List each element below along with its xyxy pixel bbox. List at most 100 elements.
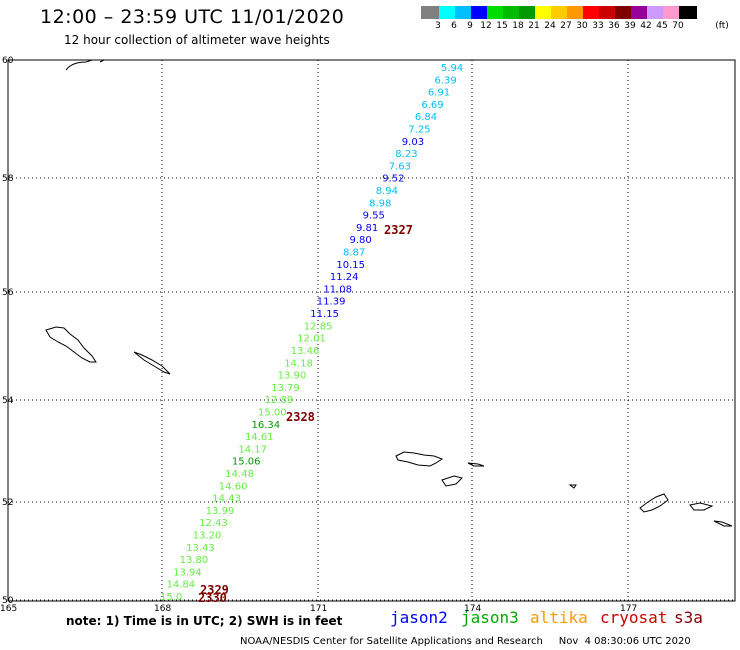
wave-height-value: 6.91 — [428, 88, 450, 99]
wave-height-value: 12.85 — [304, 321, 333, 332]
coastline-pribilof-st-george — [133, 351, 171, 375]
wave-height-value: 16.34 — [252, 420, 281, 431]
coastline-aleutian-islands-5 — [639, 493, 669, 513]
legend-label: 27 — [560, 21, 572, 31]
wave-height-value: 9.03 — [402, 137, 424, 148]
legend-swatch — [615, 6, 631, 19]
wave-height-value: 12.89 — [265, 395, 294, 406]
wave-height-value: 13.20 — [193, 531, 222, 542]
legend-swatch — [567, 6, 583, 19]
coastlines — [45, 59, 733, 527]
legend-swatch — [487, 6, 503, 19]
legend-swatch — [535, 6, 551, 19]
longitude-label: 171 — [310, 604, 327, 614]
legend-labels: 3 6 9 12 15 18 21 24 27 30 33 36 39 42 45 70 (ft) — [421, 19, 729, 33]
wave-height-value: 14.84 — [167, 580, 196, 591]
wave-height-value: 8.98 — [369, 198, 391, 209]
wave-height-value: 8.87 — [343, 248, 365, 259]
pass-number-2330: 2330 — [198, 591, 227, 605]
wave-height-value: 10.15 — [336, 260, 365, 271]
coastline-aleutian-islands-2 — [441, 475, 463, 487]
legend-label: 18 — [512, 21, 524, 31]
legend-label: 70 — [672, 21, 684, 31]
coastline-aleutian-islands-6 — [689, 502, 714, 511]
wave-height-value: 15.06 — [232, 457, 261, 468]
graticule: 605856545250165168171174177 — [0, 56, 735, 614]
pass-number-2329: 2329 — [200, 583, 229, 597]
satellite-pass-labels: 2327 2328 2329 2330 — [198, 223, 413, 605]
legend-label: 6 — [451, 21, 457, 31]
wave-height-value: 13.80 — [180, 555, 209, 566]
legend-label: 42 — [640, 21, 652, 31]
wave-height-value: 6.84 — [415, 112, 437, 123]
latitude-label: 52 — [2, 498, 13, 508]
wave-height-value: 11.39 — [317, 297, 346, 308]
longitude-label: 168 — [154, 604, 171, 614]
legend-swatch — [679, 6, 697, 19]
legend-swatch — [599, 6, 615, 19]
wave-height-value: 14.43 — [212, 494, 241, 505]
legend-swatch — [519, 6, 535, 19]
wave-height-track: 5.946.39 6.916.696.84 7.259.038.237.63 9.52… — [160, 63, 463, 603]
legend-swatch — [583, 6, 599, 19]
legend-label: (ft) — [715, 21, 729, 31]
footnote: note: 1) Time is in UTC; 2) SWH is in fe… — [66, 614, 343, 628]
wave-height-value: 6.69 — [421, 100, 443, 111]
legend-label: 24 — [544, 21, 556, 31]
legend-label: 39 — [624, 21, 636, 31]
wave-height-value: 9.81 — [356, 223, 378, 234]
wave-height-value: 9.80 — [350, 235, 372, 246]
wave-height-value: 13.79 — [271, 383, 300, 394]
legend-cryosat: cryosat — [600, 608, 668, 627]
longitude-label: 165 — [0, 604, 17, 614]
wave-height-value: 9.52 — [382, 174, 404, 185]
wave-height-value: 14.60 — [219, 481, 248, 492]
legend-label: 9 — [467, 21, 473, 31]
wave-height-value: 14.18 — [284, 358, 313, 369]
wave-height-value: 14.61 — [245, 432, 274, 443]
legend-swatch — [421, 6, 439, 19]
color-legend: 3 6 9 12 15 18 21 24 27 30 33 36 39 42 45 70 (ft) — [421, 6, 729, 33]
legend-jason2: jason2 — [390, 608, 448, 627]
wave-height-value: 9.55 — [363, 211, 385, 222]
legend-altika: altika — [530, 608, 588, 627]
legend-label: 21 — [528, 21, 540, 31]
wave-height-value: 11.24 — [330, 272, 359, 283]
credit-line: NOAA/NESDIS Center for Satellite Applica… — [240, 636, 691, 647]
wave-height-value: 12.43 — [199, 518, 228, 529]
coastline-aleutian-islands-7 — [713, 520, 733, 527]
legend-label: 15 — [496, 21, 508, 31]
coastline-alaska-north — [65, 59, 105, 71]
wave-height-value: 13.94 — [173, 567, 202, 578]
wave-height-value: 15.0 — [160, 592, 182, 603]
wave-height-value: 5.94 — [441, 63, 463, 74]
pass-number-2327: 2327 — [384, 223, 413, 237]
coastline-aleutian-islands-1 — [395, 451, 444, 467]
legend-swatch — [439, 6, 455, 19]
wave-height-value: 11.08 — [323, 284, 352, 295]
legend-label: 36 — [608, 21, 620, 31]
wave-height-value: 13.90 — [278, 371, 307, 382]
wave-height-value: 7.63 — [389, 161, 411, 172]
legend-jason3: jason3 — [461, 608, 519, 627]
wave-height-value: 14.17 — [238, 444, 267, 455]
legend-s3a: s3a — [674, 608, 703, 627]
legend-swatches — [421, 6, 697, 19]
page-subtitle: 12 hour collection of altimeter wave hei… — [64, 33, 330, 47]
legend-swatch — [471, 6, 487, 19]
legend-swatch — [455, 6, 471, 19]
wave-height-value: 8.23 — [395, 149, 417, 160]
wave-height-value: 13.43 — [186, 543, 215, 554]
legend-swatch — [551, 6, 567, 19]
legend-label: 12 — [480, 21, 492, 31]
map-frame — [7, 59, 736, 602]
legend-label: 33 — [592, 21, 604, 31]
coastline-pribilof-st-paul — [45, 326, 97, 363]
legend-swatch — [663, 6, 679, 19]
coastline-aleutian-islands-3 — [467, 462, 485, 467]
wave-height-value: 7.25 — [408, 125, 430, 136]
wave-height-value: 13.46 — [291, 346, 320, 357]
page-title: 12:00 – 23:59 UTC 11/01/2020 — [40, 6, 345, 28]
pass-number-2328: 2328 — [286, 410, 315, 424]
legend-label: 30 — [576, 21, 588, 31]
